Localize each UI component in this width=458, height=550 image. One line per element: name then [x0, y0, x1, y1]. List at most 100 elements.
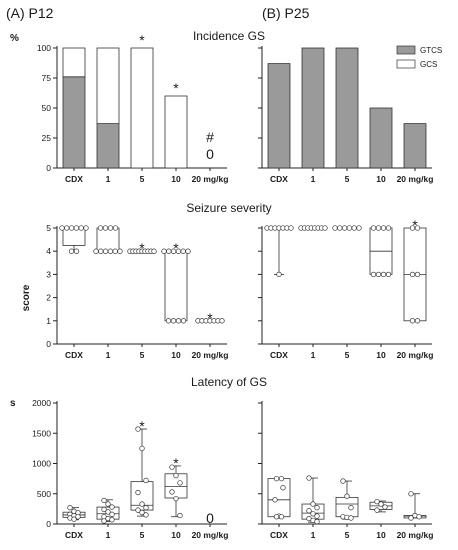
data-point: [375, 225, 382, 231]
x-tick-label: CDX: [270, 350, 288, 360]
data-point: [173, 472, 179, 479]
data-point: [278, 514, 285, 520]
data-point: [346, 225, 353, 231]
data-point: [161, 248, 167, 254]
data-point: [170, 318, 177, 324]
data-point: [105, 501, 111, 507]
data-point: [109, 511, 115, 517]
data-point: [273, 475, 280, 482]
x-tick-label: 1: [106, 350, 111, 360]
headers-layer: (A) P12 (B) P25 Incidence GS Seizure sev…: [6, 5, 310, 409]
data-point: [409, 225, 416, 231]
data-point: [135, 489, 141, 496]
x-tick-label: 20 mg/kg: [397, 174, 434, 184]
data-point: [409, 318, 416, 324]
data-point: [169, 464, 175, 470]
bar-gcs: [164, 95, 188, 169]
x-tick-label: 1: [311, 174, 316, 184]
data-point: [408, 515, 414, 521]
bar-gtcs: [267, 63, 291, 169]
bar-gtcs: [96, 123, 120, 169]
data-point: [109, 504, 115, 510]
legend-label-gcs: GCS: [420, 60, 437, 69]
data-point: [306, 508, 312, 514]
data-point: [143, 477, 149, 484]
box: [267, 478, 291, 518]
panel-label-a: (A) P12: [6, 5, 54, 21]
x-tick-label: 20 mg/kg: [192, 350, 229, 360]
data-point: [101, 497, 107, 504]
ylabel-latency: s: [10, 398, 16, 409]
data-point: [135, 426, 141, 432]
data-point: [139, 501, 145, 507]
x-tick-label: 5: [345, 350, 350, 360]
x-tick-label: 20 mg/kg: [192, 174, 229, 184]
data-point: [93, 248, 99, 254]
annotation-mark: *: [207, 310, 213, 326]
data-point: [310, 501, 316, 507]
box: [96, 227, 120, 252]
x-tick-label: 10: [376, 530, 386, 540]
y-tick-label: 25: [42, 133, 52, 143]
data-point: [409, 271, 416, 278]
data-point: [348, 505, 354, 511]
annotation-mark: *: [139, 32, 145, 48]
data-point: [314, 518, 320, 525]
data-point: [68, 225, 75, 231]
bar-gcs: [130, 47, 154, 169]
data-point: [341, 225, 348, 231]
data-point: [59, 225, 65, 231]
x-tick-label: 5: [140, 530, 145, 540]
data-point: [348, 515, 354, 521]
data-point: [310, 511, 316, 517]
x-tick-label: 1: [106, 530, 111, 540]
bar-gcs: [62, 47, 86, 78]
bar-gtcs: [301, 47, 325, 169]
data-point: [107, 248, 114, 254]
data-point: [177, 512, 183, 519]
x-tick-label: 20 mg/kg: [192, 530, 229, 540]
data-point: [370, 225, 377, 231]
data-point: [67, 505, 73, 511]
bar-gtcs: [403, 123, 427, 169]
x-tick-label: CDX: [65, 350, 83, 360]
data-point: [340, 478, 346, 484]
data-point: [143, 512, 149, 518]
data-point: [73, 225, 80, 231]
data-point: [416, 514, 422, 520]
data-point: [322, 225, 328, 231]
data-point: [117, 248, 123, 254]
x-tick-label: 20 mg/kg: [397, 350, 434, 360]
data-point: [102, 225, 109, 231]
x-tick-label: 1: [311, 530, 316, 540]
data-point: [385, 225, 392, 231]
annotation-mark: #: [206, 129, 214, 145]
x-tick-label: 5: [345, 174, 350, 184]
data-point: [314, 513, 320, 519]
data-point: [414, 271, 421, 278]
panel-label-b: (B) P25: [262, 5, 310, 21]
annotation-mark: *: [139, 240, 145, 256]
y-tick-label: 50: [42, 103, 52, 113]
x-tick-label: CDX: [65, 530, 83, 540]
data-point: [68, 248, 75, 254]
box: [164, 250, 188, 322]
x-tick-label: 5: [140, 174, 145, 184]
data-point: [385, 271, 392, 278]
y-tick-label: 4: [46, 246, 51, 256]
legend: GTCS GCS: [396, 45, 442, 69]
data-point: [165, 318, 172, 324]
x-tick-label: 10: [171, 350, 181, 360]
data-point: [107, 225, 114, 231]
data-point: [332, 225, 338, 231]
data-point: [370, 271, 377, 278]
bar-gcs: [96, 47, 120, 124]
data-point: [380, 225, 387, 231]
data-point: [169, 489, 175, 495]
data-point: [112, 248, 118, 254]
data-point: [75, 514, 81, 520]
data-point: [139, 509, 145, 516]
y-tick-label: 3: [46, 269, 51, 279]
bar-gtcs: [369, 107, 393, 169]
